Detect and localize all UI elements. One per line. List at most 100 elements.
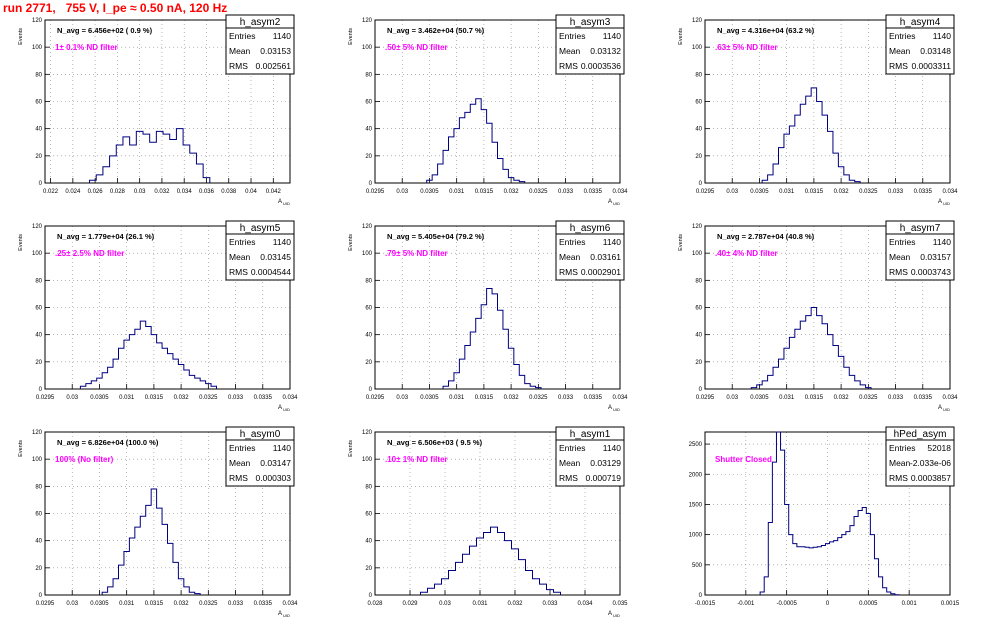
y-axis-title: Events <box>18 28 24 45</box>
stats-value: 1140 <box>273 237 292 247</box>
y-axis-title: Events <box>348 234 354 251</box>
histogram-line <box>89 128 211 183</box>
x-axis-title-main: A <box>278 199 282 205</box>
run-title: run 2771, 755 V, I_pe ≈ 0.50 nA, 120 Hz <box>3 1 228 15</box>
stats-value: 1140 <box>603 237 622 247</box>
y-tick-label: 20 <box>695 154 702 160</box>
x-tick-label: 0.0335 <box>584 395 603 401</box>
stats-box-frame <box>225 220 295 281</box>
x-axis-title-sub: UID <box>943 201 950 206</box>
x-tick-label: 0.033 <box>558 395 574 401</box>
stats-title: h_asym4 <box>900 17 941 28</box>
stats-value: 1140 <box>273 31 292 41</box>
n-avg-label: N_avg = 6.506e+03 ( 9.5 %) <box>387 438 483 447</box>
stats-key: Mean <box>229 46 251 56</box>
stats-key: RMS <box>559 61 578 71</box>
x-tick-label: 0.03 <box>66 601 78 607</box>
y-tick-label: 40 <box>365 333 372 339</box>
stats-title: h_asym5 <box>240 223 281 234</box>
x-tick-label: 0.03 <box>66 395 78 401</box>
stats-box-frame <box>555 220 625 281</box>
x-tick-label: 0.034 <box>942 189 958 195</box>
x-axis-title: AUID <box>938 405 950 412</box>
y-tick-label: 40 <box>365 127 372 133</box>
x-tick-label: 0.031 <box>119 601 135 607</box>
x-tick-label: 0.0005 <box>859 601 878 607</box>
x-tick-label: 0.024 <box>65 189 81 195</box>
x-tick-label: 0.0315 <box>805 395 824 401</box>
y-tick-label: 60 <box>365 512 372 518</box>
x-tick-label: 0.032 <box>504 189 520 195</box>
x-tick-label: 0.0315 <box>475 395 494 401</box>
x-tick-label: 0.033 <box>542 601 558 607</box>
histogram-panel-h_asym6: 0.0295 0.03 0.0305 0.031 0.0315 0.032 0.0325 0.… <box>348 220 628 412</box>
x-tick-label: 0.033 <box>888 189 904 195</box>
histogram-line <box>761 87 861 183</box>
y-tick-label: 80 <box>365 484 372 490</box>
filter-note: 1± 0.1% ND filter <box>55 43 118 52</box>
histogram-panel-h_asym4: 0.0295 0.03 0.0305 0.031 0.0315 0.032 0.0325 0.… <box>678 14 958 206</box>
stats-box: h_asym4 Entries 1140 Mean 0.03148 RMS 0.000331… <box>885 14 955 75</box>
histogram-line <box>420 526 561 595</box>
x-axis-title-sub: UID <box>943 407 950 412</box>
x-axis-title: AUID <box>278 199 290 206</box>
stats-key: Mean <box>889 458 911 468</box>
x-axis-title: AUID <box>278 611 290 618</box>
stats-title: h_asym6 <box>570 223 611 234</box>
x-tick-label: 0.0335 <box>914 395 933 401</box>
y-tick-label: 20 <box>365 360 372 366</box>
stats-key: RMS <box>229 473 248 483</box>
histogram-line <box>101 488 201 595</box>
y-tick-label: 0 <box>699 593 703 599</box>
x-axis-title-sub: UID <box>283 407 290 412</box>
y-tick-label: 20 <box>35 566 42 572</box>
x-tick-label: 0.0305 <box>420 395 439 401</box>
filter-note: Shutter Closed <box>715 455 772 464</box>
stats-key: RMS <box>889 267 908 277</box>
y-tick-label: 120 <box>362 18 373 24</box>
x-tick-label: 0.0315 <box>145 395 164 401</box>
stats-key: Entries <box>889 31 915 41</box>
y-tick-label: 0 <box>699 181 703 187</box>
x-tick-label: -0.0015 <box>695 601 716 607</box>
filter-note: .10± 1% ND filter <box>385 455 448 464</box>
y-tick-label: 0 <box>39 387 43 393</box>
stats-value: 0.0003743 <box>911 267 951 277</box>
x-tick-label: 0.03 <box>134 189 146 195</box>
x-tick-label: 0.0325 <box>529 189 548 195</box>
stats-value: 0.03157 <box>920 252 951 262</box>
stats-value: 0.0004544 <box>251 267 291 277</box>
stats-key: Entries <box>229 31 255 41</box>
y-axis-title: Events <box>348 440 354 457</box>
stats-box: h_asym0 Entries 1140 Mean 0.03147 RMS 0.000303 <box>225 426 295 487</box>
stats-value: 1140 <box>933 31 952 41</box>
x-axis-title: AUID <box>608 611 620 618</box>
stats-key: RMS <box>229 267 248 277</box>
stats-key: Mean <box>889 46 911 56</box>
n-avg-label: N_avg = 3.462e+04 (50.7 %) <box>387 26 485 35</box>
histogram-panel-h_asym2: 0.022 0.024 0.026 0.028 0.03 0.032 0.034 0.036 0… <box>18 14 295 206</box>
y-tick-label: 0 <box>39 181 43 187</box>
stats-value: 1140 <box>603 31 622 41</box>
stats-box-frame <box>885 426 955 487</box>
stats-box: h_asym7 Entries 1140 Mean 0.03157 RMS 0.000374… <box>885 220 955 281</box>
histogram-line <box>442 287 542 389</box>
stats-value: 0.000719 <box>586 473 622 483</box>
x-axis-title: AUID <box>608 199 620 206</box>
n-avg-label: N_avg = 6.456e+02 ( 0.9 %) <box>57 26 153 35</box>
x-tick-label: 0.0315 <box>145 601 164 607</box>
y-tick-label: 120 <box>32 224 43 230</box>
y-tick-label: 100 <box>32 251 43 257</box>
stats-key: Mean <box>559 252 581 262</box>
y-axis-title: Events <box>678 28 684 45</box>
x-tick-label: 0.033 <box>888 395 904 401</box>
y-axis-title: Events <box>18 440 24 457</box>
y-tick-label: 100 <box>362 457 373 463</box>
histogram-line <box>426 98 526 183</box>
x-tick-label: 0.0305 <box>420 189 439 195</box>
histogram-line <box>79 320 217 389</box>
y-tick-label: 20 <box>695 360 702 366</box>
x-tick-label: 0.0325 <box>529 395 548 401</box>
y-tick-label: 120 <box>692 18 703 24</box>
y-tick-label: 20 <box>35 154 42 160</box>
